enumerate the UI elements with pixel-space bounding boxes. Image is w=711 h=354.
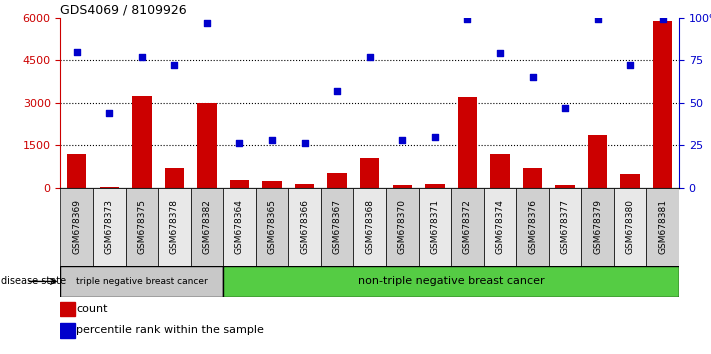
Bar [360, 158, 380, 188]
Text: GSM678381: GSM678381 [658, 199, 667, 254]
Bar [555, 185, 574, 188]
Point [592, 17, 604, 22]
Bar [588, 135, 607, 188]
Bar [321, 188, 353, 266]
Point [624, 62, 636, 68]
Point [331, 88, 343, 93]
Text: GSM678372: GSM678372 [463, 199, 472, 254]
Point [136, 54, 147, 59]
Bar [451, 188, 483, 266]
Point [299, 141, 310, 146]
Bar [60, 323, 75, 338]
Bar [289, 188, 321, 266]
Bar [614, 188, 646, 266]
Bar [93, 188, 126, 266]
Point [527, 74, 538, 80]
Bar [327, 173, 347, 188]
Bar [653, 21, 673, 188]
Point [494, 51, 506, 56]
Point [234, 141, 245, 146]
Text: GSM678380: GSM678380 [626, 199, 635, 254]
Bar [191, 188, 223, 266]
Point [560, 105, 571, 110]
Bar [425, 184, 444, 188]
Point [104, 110, 115, 116]
Bar [295, 184, 314, 188]
Bar [67, 154, 87, 188]
Bar [60, 302, 75, 316]
Text: GDS4069 / 8109926: GDS4069 / 8109926 [60, 4, 187, 17]
Text: GSM678379: GSM678379 [593, 199, 602, 254]
Text: GSM678371: GSM678371 [430, 199, 439, 254]
Bar [646, 188, 679, 266]
Text: GSM678368: GSM678368 [365, 199, 374, 254]
Bar [256, 188, 289, 266]
Bar [621, 174, 640, 188]
Text: count: count [76, 304, 107, 314]
Bar [392, 185, 412, 188]
Text: triple negative breast cancer: triple negative breast cancer [76, 277, 208, 286]
Text: GSM678377: GSM678377 [560, 199, 570, 254]
Text: GSM678367: GSM678367 [333, 199, 342, 254]
Text: GSM678382: GSM678382 [203, 199, 211, 254]
Bar [490, 154, 510, 188]
Bar [549, 188, 582, 266]
Bar [223, 266, 679, 297]
Bar [158, 188, 191, 266]
Text: GSM678366: GSM678366 [300, 199, 309, 254]
Point [657, 17, 668, 22]
Bar [165, 168, 184, 188]
Text: GSM678364: GSM678364 [235, 199, 244, 254]
Point [169, 62, 180, 68]
Text: GSM678378: GSM678378 [170, 199, 179, 254]
Point [461, 17, 473, 22]
Text: GSM678369: GSM678369 [73, 199, 81, 254]
Bar [516, 188, 549, 266]
Text: disease state: disease state [1, 276, 66, 286]
Bar [230, 180, 250, 188]
Bar [126, 188, 158, 266]
Bar [60, 188, 93, 266]
Bar [100, 187, 119, 188]
Bar [483, 188, 516, 266]
Text: GSM678365: GSM678365 [267, 199, 277, 254]
Text: percentile rank within the sample: percentile rank within the sample [76, 325, 264, 336]
Bar [523, 169, 542, 188]
Bar [458, 97, 477, 188]
Bar [353, 188, 386, 266]
Bar [223, 188, 256, 266]
Bar [582, 188, 614, 266]
Text: GSM678374: GSM678374 [496, 199, 504, 254]
Bar [262, 181, 282, 188]
Bar [132, 96, 151, 188]
Point [267, 137, 278, 143]
Text: GSM678370: GSM678370 [397, 199, 407, 254]
Point [71, 49, 82, 55]
Point [429, 134, 441, 139]
Bar [60, 266, 223, 297]
Text: GSM678376: GSM678376 [528, 199, 537, 254]
Text: GSM678375: GSM678375 [137, 199, 146, 254]
Bar [197, 103, 217, 188]
Bar [386, 188, 419, 266]
Bar [419, 188, 451, 266]
Point [364, 54, 375, 59]
Text: non-triple negative breast cancer: non-triple negative breast cancer [358, 276, 545, 286]
Text: GSM678373: GSM678373 [105, 199, 114, 254]
Point [201, 20, 213, 25]
Point [397, 137, 408, 143]
